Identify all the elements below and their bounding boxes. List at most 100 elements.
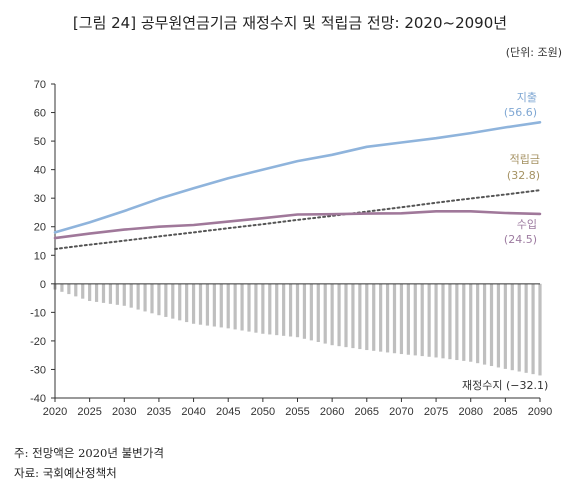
x-tick-label: 2030 xyxy=(112,406,136,418)
balance-bar-2082 xyxy=(482,283,487,365)
balance-bar-2038 xyxy=(178,283,182,321)
balance-bar-2079 xyxy=(462,283,466,361)
series-line-수입 xyxy=(53,210,542,240)
balance-bar-2028 xyxy=(108,283,113,304)
balance-bar-2033 xyxy=(143,283,147,312)
y-tick-label: -20 xyxy=(30,336,46,348)
unit-label: (단위: 조원) xyxy=(505,46,562,59)
balance-bar-2064 xyxy=(358,283,362,350)
balance-bar-2045 xyxy=(226,283,230,329)
balance-bar-2077 xyxy=(448,283,452,360)
x-tick-label: 2080 xyxy=(458,406,482,418)
series-line-지출 xyxy=(53,121,542,234)
label-수입: 수입 xyxy=(517,218,537,231)
balance-bar-2031 xyxy=(129,283,133,308)
balance-bar-2029 xyxy=(115,283,119,305)
balance-bar-2050 xyxy=(261,283,265,334)
balance-bar-2049 xyxy=(254,283,258,333)
balance-bar-2058 xyxy=(316,283,320,342)
balance-bar-2052 xyxy=(275,283,279,336)
y-tick-label: 10 xyxy=(34,250,46,262)
balance-bar-2057 xyxy=(309,283,313,341)
balance-bar-2036 xyxy=(164,283,168,317)
y-tick-label: 50 xyxy=(34,136,46,148)
y-tick-label: 30 xyxy=(34,193,46,205)
balance-bar-2040 xyxy=(191,283,196,324)
balance-bar-2062 xyxy=(344,283,348,348)
balance-bar-2039 xyxy=(185,283,189,323)
balance-bar-2060 xyxy=(330,283,334,346)
x-tick-label: 2075 xyxy=(424,406,448,418)
balance-bar-2070 xyxy=(399,283,404,355)
balance-bar-2053 xyxy=(282,283,286,336)
x-tick-label: 2065 xyxy=(355,406,379,418)
series-labels: 지출 (56.6) 적립금 (32.8) 수입 (24.5) 재정수지 (−32.1) xyxy=(462,91,548,392)
balance-bar-2066 xyxy=(372,283,376,351)
value-label-지출: (56.6) xyxy=(504,106,537,119)
balance-bar-2074 xyxy=(427,283,431,357)
balance-bar-2027 xyxy=(101,283,106,303)
balance-bar-2061 xyxy=(337,283,341,347)
balance-bar-2081 xyxy=(476,283,480,364)
balance-bar-2073 xyxy=(420,283,424,357)
balance-bar-2086 xyxy=(510,283,514,371)
balance-bar-2085 xyxy=(503,283,507,369)
balance-bar-2071 xyxy=(406,283,410,355)
balance-bar-2043 xyxy=(212,283,216,327)
balance-bar-2083 xyxy=(489,283,494,367)
balance-bar-2046 xyxy=(233,283,237,330)
balance-bar-2054 xyxy=(288,283,293,337)
y-tick-label: -30 xyxy=(30,364,46,376)
balance-bar-2035 xyxy=(157,283,161,316)
value-label-수입: (24.5) xyxy=(504,233,537,246)
x-tick-label: 2090 xyxy=(528,406,552,418)
x-tick-label: 2020 xyxy=(43,406,67,418)
y-tick-label: 60 xyxy=(34,108,46,120)
balance-bar-2051 xyxy=(268,283,272,335)
balance-bar-2089 xyxy=(531,283,535,375)
balance-bar-2037 xyxy=(171,283,175,319)
balance-bar-2042 xyxy=(205,283,210,326)
note-source: 자료: 국회예산정책처 xyxy=(14,466,117,480)
chart-title: [그림 24] 공무원연금기금 재정수지 및 적립금 전망: 2020~2090… xyxy=(72,14,508,32)
x-tick-label: 2025 xyxy=(77,406,101,418)
balance-bar-2056 xyxy=(302,283,307,339)
y-tick-label: 20 xyxy=(34,222,46,234)
x-tick-label: 2060 xyxy=(320,406,344,418)
balance-bar-2059 xyxy=(323,283,327,344)
y-tick-label: 40 xyxy=(34,165,46,177)
balance-bar-2030 xyxy=(122,283,126,306)
value-label-적립금: (32.8) xyxy=(507,169,540,182)
note-basis: 주: 전망액은 2020년 불변가격 xyxy=(14,446,164,460)
x-tick-label: 2035 xyxy=(147,406,171,418)
balance-bar-2023 xyxy=(74,283,78,297)
balance-bar-2076 xyxy=(441,283,445,359)
balance-bar-2034 xyxy=(150,283,154,314)
label-지출: 지출 xyxy=(517,91,537,104)
balance-bar-2080 xyxy=(469,283,473,362)
label-적립금: 적립금 xyxy=(510,153,540,166)
y-tick-label: -40 xyxy=(30,393,46,405)
series-lines xyxy=(53,121,542,250)
series-line-적립금 xyxy=(54,189,541,250)
balance-bar-2024 xyxy=(81,283,85,299)
balance-bar-2044 xyxy=(219,283,223,328)
x-tick-label: 2055 xyxy=(285,406,309,418)
balance-bar-2067 xyxy=(379,283,383,352)
balance-bar-2084 xyxy=(496,283,501,368)
balance-bar-2075 xyxy=(434,283,438,358)
balance-bar-2069 xyxy=(392,283,397,354)
balance-bar-2088 xyxy=(524,283,528,373)
balance-bar-2065 xyxy=(365,283,369,351)
x-tick-label: 2085 xyxy=(493,406,517,418)
balance-bar-2087 xyxy=(517,283,521,372)
balance-bar-2090 xyxy=(538,283,542,376)
y-tick-label: 70 xyxy=(34,79,46,91)
balance-bars xyxy=(53,283,542,376)
balance-bar-2048 xyxy=(247,283,251,332)
balance-bar-2072 xyxy=(413,283,417,356)
balance-bar-2063 xyxy=(351,283,355,349)
y-tick-label: 0 xyxy=(40,279,46,291)
